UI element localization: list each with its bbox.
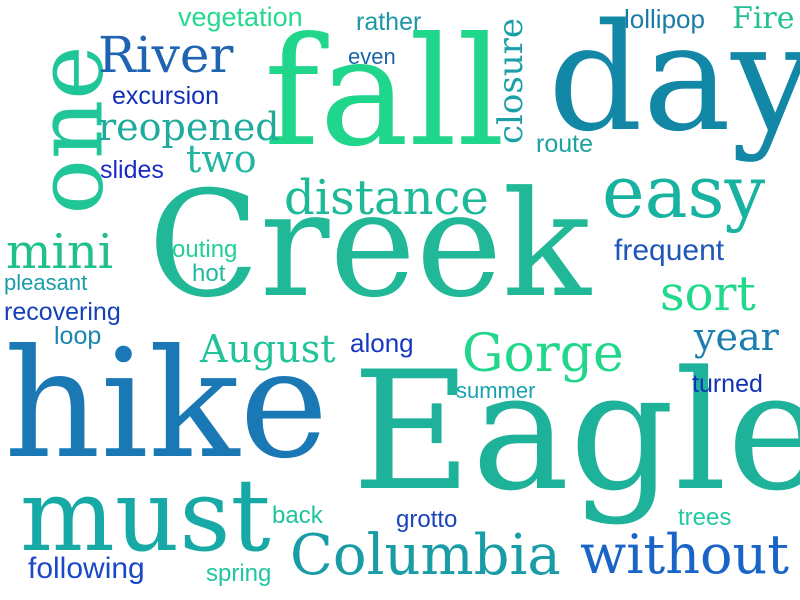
word-easy: easy	[602, 150, 766, 234]
word-columbia: Columbia	[290, 523, 561, 588]
word-creek: Creek	[148, 160, 591, 330]
word-fire: Fire	[732, 1, 795, 36]
word-lollipop: lollipop	[624, 4, 705, 34]
word-outing: outing	[172, 236, 238, 263]
word-turned: turned	[692, 370, 763, 398]
word-grotto: grotto	[396, 506, 458, 533]
word-frequent: frequent	[614, 234, 725, 267]
word-reopened: reopened	[98, 105, 280, 149]
word-sort: sort	[660, 266, 756, 322]
word-following: following	[28, 552, 145, 585]
word-route: route	[536, 130, 593, 158]
word-even: even	[348, 44, 396, 69]
word-hot: hot	[192, 260, 226, 287]
word-year: year	[694, 315, 779, 359]
word-vegetation: vegetation	[178, 2, 303, 32]
word-loop: loop	[54, 322, 102, 350]
word-back: back	[272, 502, 323, 529]
word-distance: distance	[284, 170, 489, 226]
word-along: along	[350, 328, 414, 358]
word-recovering: recovering	[4, 298, 121, 326]
word-day: day	[548, 0, 800, 164]
word-slides: slides	[100, 156, 164, 184]
word-pleasant: pleasant	[4, 270, 88, 295]
word-hike: hike	[4, 318, 329, 492]
word-rather: rather	[356, 8, 422, 36]
word-without: without	[580, 523, 789, 586]
word-gorge: Gorge	[462, 324, 624, 384]
word-fall: fall	[264, 6, 505, 180]
word-spring: spring	[206, 560, 272, 587]
word-two: two	[186, 137, 257, 181]
word-river: River	[98, 26, 234, 84]
word-mini: mini	[6, 224, 114, 280]
word-trees: trees	[678, 504, 732, 531]
word-excursion: excursion	[112, 82, 219, 110]
word-summer: summer	[456, 378, 536, 403]
word-eagle: Eagle	[352, 336, 800, 527]
word-must: must	[20, 457, 271, 574]
word-august: August	[200, 327, 336, 371]
word-closure: closure	[491, 17, 532, 145]
